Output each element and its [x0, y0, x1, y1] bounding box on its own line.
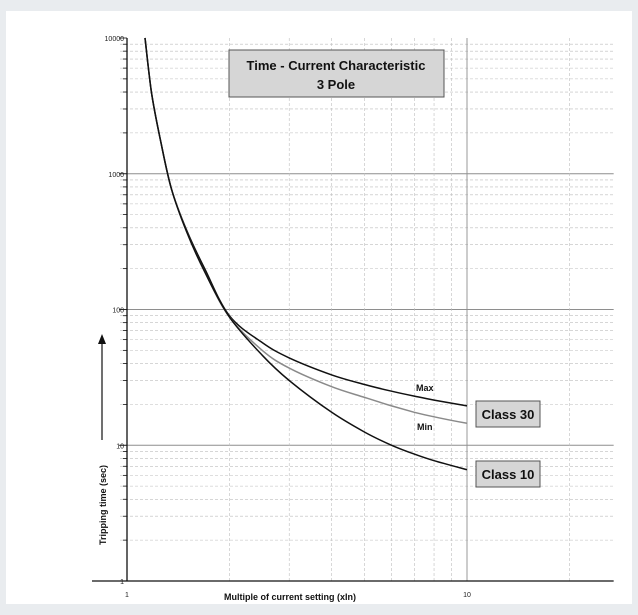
grid: [120, 38, 614, 581]
axes: [92, 37, 614, 582]
x-tick-label: 10: [463, 592, 471, 599]
y-axis-title: Tripping time (sec): [98, 465, 108, 545]
class30-box-frame: [475, 400, 541, 428]
class10-label: Class 10: [482, 467, 535, 482]
chart-subtitle: 3 Pole: [317, 77, 355, 92]
tick-labels: 1 10 100 1000 10000 1 10: [105, 36, 471, 599]
class30-label: Class 30: [482, 407, 535, 422]
y-tick-label: 10: [116, 443, 124, 450]
class10-box-frame: [475, 460, 541, 488]
title-box-frame: [228, 49, 445, 98]
y-axis-arrow: [98, 334, 106, 440]
y-tick-label: 1000: [108, 172, 124, 179]
series-line-class-10: [144, 37, 468, 471]
chart-title: Time - Current Characteristic: [247, 58, 426, 73]
title-box: Time - Current Characteristic 3 Pole: [228, 49, 445, 98]
class10-box: Class 10: [475, 460, 541, 488]
series-lines: [144, 37, 468, 471]
plot-background: [6, 11, 632, 604]
class30-box: Class 30: [475, 400, 541, 428]
x-tick-label: 1: [125, 592, 129, 599]
y-tick-label: 10000: [105, 36, 125, 43]
max-label: Max: [416, 383, 434, 393]
y-tick-label: 1: [120, 579, 124, 586]
min-label: Min: [417, 422, 433, 432]
y-tick-label: 100: [112, 308, 124, 315]
x-axis-title: Multiple of current setting (xIn): [224, 592, 356, 602]
y-axis-arrow-head: [98, 334, 106, 344]
